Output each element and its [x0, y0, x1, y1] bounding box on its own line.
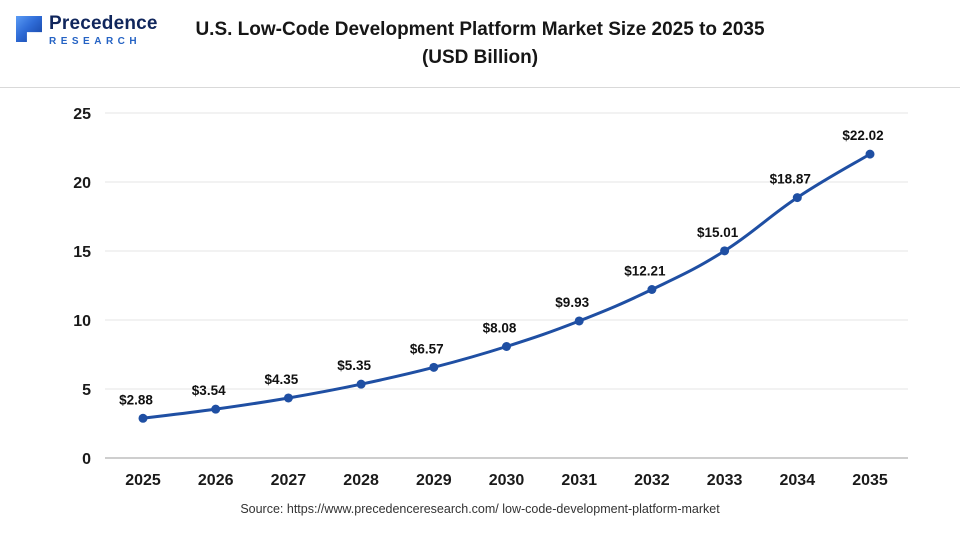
x-tick-label: 2031 [561, 472, 597, 489]
x-tick-label: 2032 [634, 472, 670, 489]
y-tick-label: 5 [82, 382, 91, 399]
title-line-1: U.S. Low-Code Development Platform Marke… [195, 19, 765, 40]
data-point [283, 393, 293, 403]
x-tick-label: 2025 [125, 472, 161, 489]
logo: Precedence RESEARCH [16, 14, 158, 47]
logo-subtitle: RESEARCH [49, 35, 142, 47]
data-label: $15.01 [697, 225, 739, 240]
logo-name: Precedence [49, 13, 158, 34]
data-label: $22.02 [842, 128, 883, 143]
y-tick-label: 20 [73, 175, 91, 192]
x-tick-label: 2029 [416, 472, 452, 489]
x-tick-label: 2034 [780, 472, 816, 489]
x-tick-label: 2033 [707, 472, 743, 489]
data-point [574, 316, 584, 326]
x-tick-label: 2030 [489, 472, 525, 489]
data-label: $9.93 [555, 295, 589, 310]
x-tick-label: 2028 [343, 472, 379, 489]
data-point [429, 362, 439, 372]
y-tick-label: 10 [73, 313, 91, 330]
data-label: $8.08 [483, 320, 517, 335]
data-label: $3.54 [192, 383, 226, 398]
data-label: $12.21 [624, 264, 666, 279]
source-text: Source: https://www.precedenceresearch.c… [240, 502, 720, 516]
data-point [356, 379, 366, 389]
data-point [502, 341, 511, 351]
chart-area: 0 5 10 15 20 25 2025 2026 2027 2028 2029 2030 2031 20… [0, 88, 960, 496]
x-tick-label: 2027 [271, 472, 307, 489]
data-label: $6.57 [410, 341, 444, 356]
data-label: $18.87 [770, 172, 811, 187]
data-point [792, 193, 802, 203]
data-label: $4.35 [265, 372, 299, 387]
title-line-2: (USD Billion) [421, 46, 539, 68]
y-tick-label: 0 [82, 451, 91, 468]
logo-text: Precedence RESEARCH [49, 14, 158, 47]
source-line: Source: https://www.precedenceresearch.c… [0, 496, 960, 539]
data-point [647, 285, 657, 295]
data-label: $5.35 [337, 358, 371, 373]
data-point [138, 413, 148, 423]
y-tick-label: 25 [73, 106, 91, 123]
x-tick-label: 2035 [852, 472, 888, 489]
series-line [141, 152, 872, 420]
header: Precedence RESEARCH U.S. Low-Code Develo… [0, 0, 960, 88]
data-label: $2.88 [119, 392, 153, 407]
y-tick-label: 15 [73, 244, 91, 261]
data-point [865, 149, 875, 159]
data-point [720, 246, 730, 256]
data-point [211, 404, 221, 414]
x-tick-label: 2026 [198, 472, 234, 489]
page-title: U.S. Low-Code Development Platform Marke… [0, 16, 960, 71]
